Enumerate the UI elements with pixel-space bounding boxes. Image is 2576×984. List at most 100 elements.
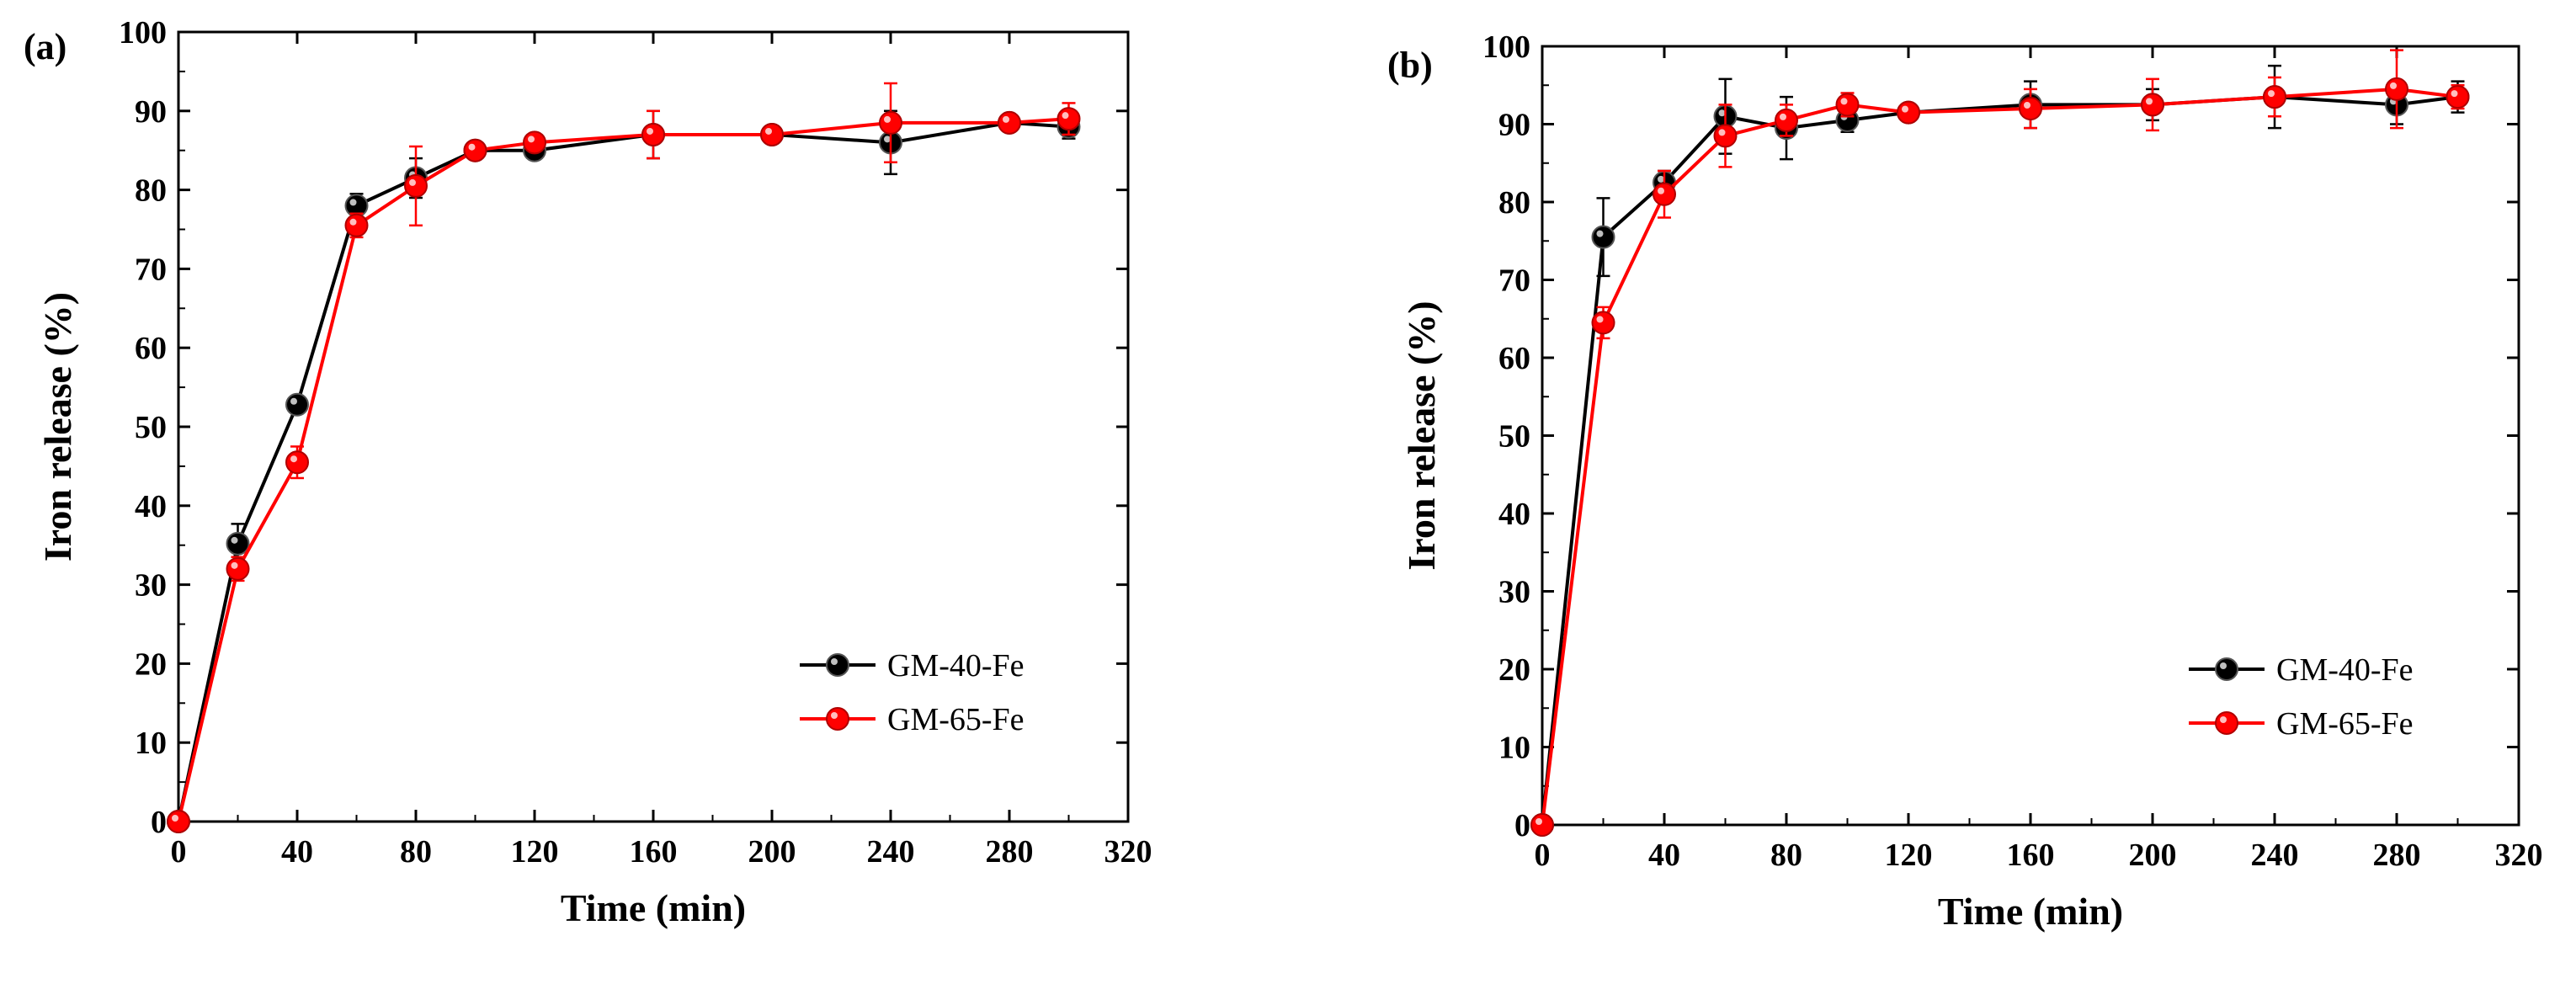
x-tick-label: 200 xyxy=(748,834,796,870)
data-point-highlight xyxy=(290,455,297,463)
data-point-highlight xyxy=(1902,105,1908,113)
data-point-highlight xyxy=(1535,818,1542,825)
y-tick-label: 40 xyxy=(135,489,167,524)
y-tick-label: 100 xyxy=(119,15,167,51)
y-tick-label: 0 xyxy=(151,805,167,840)
data-point-highlight xyxy=(1718,109,1726,117)
data-point-highlight xyxy=(884,136,891,143)
legend-marker-highlight xyxy=(831,712,838,719)
data-point-highlight xyxy=(1840,98,1848,105)
data-point-highlight xyxy=(1718,129,1726,136)
data-point-highlight xyxy=(2451,90,2458,98)
x-tick-label: 320 xyxy=(1104,834,1152,870)
data-point-highlight xyxy=(231,561,238,569)
y-tick-label: 10 xyxy=(135,726,167,761)
data-point xyxy=(2141,93,2164,117)
data-point-highlight xyxy=(290,397,297,405)
data-point xyxy=(523,130,546,155)
legend-label: GM-65-Fe xyxy=(2276,706,2414,742)
y-tick-label: 50 xyxy=(1498,419,1530,455)
legend-marker-highlight xyxy=(2220,716,2227,723)
x-tick-label: 320 xyxy=(2495,838,2543,873)
data-point xyxy=(226,556,250,581)
y-tick-label: 30 xyxy=(135,568,167,604)
y-axis-label: Iron release (%) xyxy=(36,292,79,561)
x-tick-label: 280 xyxy=(986,834,1034,870)
x-tick-label: 280 xyxy=(2373,838,2421,873)
data-point xyxy=(463,138,487,162)
x-tick-label: 0 xyxy=(1535,838,1551,873)
y-tick-label: 60 xyxy=(1498,341,1530,376)
data-point xyxy=(1056,107,1081,131)
panel-label: (b) xyxy=(1387,45,1433,86)
data-point xyxy=(404,173,428,198)
y-tick-label: 50 xyxy=(135,410,167,445)
data-point-highlight xyxy=(2268,90,2275,98)
y-tick-label: 0 xyxy=(1514,808,1530,843)
data-point-highlight xyxy=(1003,115,1009,123)
data-point xyxy=(226,531,250,556)
x-tick-label: 40 xyxy=(1648,838,1680,873)
legend-marker xyxy=(2215,657,2238,681)
data-point-highlight xyxy=(765,127,772,135)
panel-label: (a) xyxy=(24,26,67,67)
series-line xyxy=(177,117,1069,822)
x-axis-label: Time (min) xyxy=(1938,890,2123,933)
y-tick-label: 10 xyxy=(1498,731,1530,766)
data-point-highlight xyxy=(409,178,416,186)
data-point-highlight xyxy=(231,536,238,544)
data-point-highlight xyxy=(468,143,476,151)
legend-label: GM-65-Fe xyxy=(887,702,1025,737)
y-tick-label: 90 xyxy=(135,94,167,130)
data-point xyxy=(2446,85,2470,109)
data-point xyxy=(998,110,1021,135)
data-point xyxy=(641,122,665,146)
data-point-highlight xyxy=(349,199,357,206)
y-tick-label: 30 xyxy=(1498,575,1530,610)
y-tick-label: 70 xyxy=(1498,263,1530,299)
data-point-highlight xyxy=(647,127,653,135)
data-point xyxy=(1897,100,1920,125)
x-tick-label: 160 xyxy=(2007,838,2055,873)
data-point xyxy=(1713,124,1738,148)
chart-panel-a: (a) Time (min) Iron release (%) 0 40 80 120… xyxy=(24,15,1152,929)
x-axis-label: Time (min) xyxy=(561,886,746,929)
legend-marker-highlight xyxy=(831,658,838,665)
y-tick-label: 90 xyxy=(1498,108,1530,143)
data-point xyxy=(760,122,784,146)
x-tick-label: 200 xyxy=(2129,838,2177,873)
legend-entry: GM-40-Fe xyxy=(800,648,1025,683)
data-point xyxy=(1835,93,1860,117)
data-point xyxy=(2019,97,2042,120)
data-point-highlight xyxy=(1658,175,1664,183)
y-tick-label: 60 xyxy=(135,331,167,366)
data-point-highlight xyxy=(528,136,535,143)
data-point xyxy=(2385,77,2408,101)
chart-panel-b: (b) Time (min) Iron release (%) 0 40 80 120… xyxy=(1387,29,2543,933)
y-tick-label: 70 xyxy=(135,252,167,287)
x-tick-label: 240 xyxy=(867,834,915,870)
legend-entry: GM-65-Fe xyxy=(2189,706,2414,742)
legend-marker xyxy=(826,653,849,677)
y-tick-label: 80 xyxy=(135,173,167,209)
y-tick-label: 40 xyxy=(1498,497,1530,532)
y-axis-label: Iron release (%) xyxy=(1400,301,1443,570)
x-tick-label: 80 xyxy=(400,834,432,870)
data-point-highlight xyxy=(1658,187,1664,194)
data-point-highlight xyxy=(2390,82,2397,89)
y-tick-label: 80 xyxy=(1498,185,1530,221)
legend-marker xyxy=(826,707,849,731)
data-point-highlight xyxy=(2146,98,2153,105)
data-point xyxy=(1775,108,1798,132)
legend-label: GM-40-Fe xyxy=(887,648,1025,683)
legend-marker-highlight xyxy=(2220,662,2227,669)
legend-label: GM-40-Fe xyxy=(2276,652,2414,688)
x-tick-label: 0 xyxy=(171,834,187,870)
legend-entry: GM-40-Fe xyxy=(2189,652,2414,688)
data-point-highlight xyxy=(1596,230,1604,237)
y-tick-label: 20 xyxy=(1498,652,1530,688)
x-tick-label: 240 xyxy=(2251,838,2299,873)
data-point xyxy=(167,810,190,833)
data-point xyxy=(1591,311,1615,335)
